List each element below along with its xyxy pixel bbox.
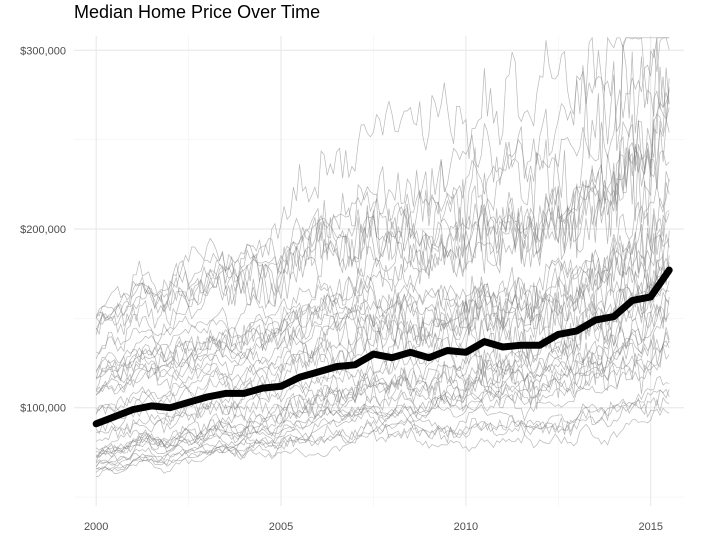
background-series-line xyxy=(95,36,670,320)
background-series-line xyxy=(96,331,670,442)
background-series-line xyxy=(95,136,670,336)
background-series-line xyxy=(96,182,670,396)
background-series-line xyxy=(95,76,670,327)
x-tick-label: 2015 xyxy=(638,521,662,533)
x-tick-label: 2010 xyxy=(454,521,478,533)
background-series-line xyxy=(95,312,670,467)
y-tick-label: $200,000 xyxy=(20,224,66,236)
background-series-line xyxy=(96,375,670,454)
background-series-line xyxy=(96,407,670,475)
background-series-line xyxy=(95,396,670,467)
median-price-line xyxy=(92,266,673,428)
x-axis-ticks: 2000 2005 2010 2015 xyxy=(84,521,663,533)
background-series-line xyxy=(95,92,670,372)
background-series-line xyxy=(95,298,670,415)
main-series-group xyxy=(92,266,673,428)
y-axis-ticks: $100,000 $200,000 $300,000 xyxy=(20,45,66,414)
background-series-line xyxy=(95,37,670,335)
x-tick-label: 2005 xyxy=(269,521,293,533)
background-series-line xyxy=(96,269,670,434)
background-series-line xyxy=(96,37,670,355)
background-series-line xyxy=(95,67,670,396)
background-series-line xyxy=(96,280,670,458)
background-series-line xyxy=(95,87,670,335)
background-series-line xyxy=(95,289,670,453)
background-series-line xyxy=(95,66,670,390)
background-series-line xyxy=(96,257,670,459)
background-series-line xyxy=(95,262,670,395)
background-series-line xyxy=(95,291,670,463)
background-series-group xyxy=(95,36,670,477)
background-series-line xyxy=(96,340,670,426)
background-series-line xyxy=(96,254,670,378)
background-series-line xyxy=(96,388,670,471)
background-series-line xyxy=(95,171,670,379)
y-tick-label: $100,000 xyxy=(20,403,66,415)
background-series-line xyxy=(96,37,670,319)
chart-title: Median Home Price Over Time xyxy=(74,2,320,22)
y-tick-label: $300,000 xyxy=(20,45,66,57)
x-tick-label: 2000 xyxy=(84,521,108,533)
background-series-line xyxy=(95,107,670,318)
